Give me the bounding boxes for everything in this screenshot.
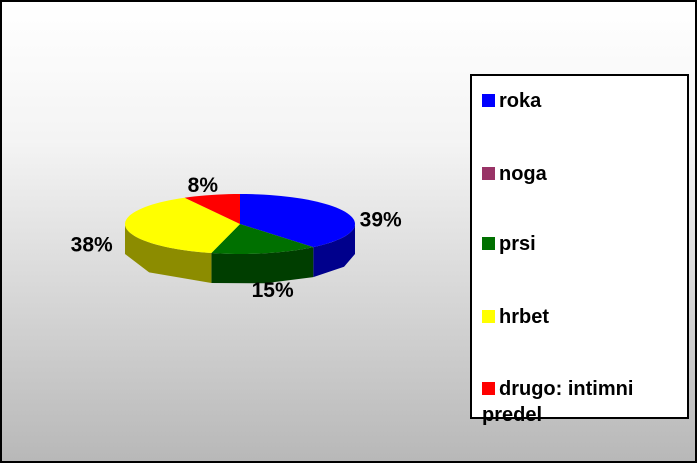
legend-swatch <box>482 94 495 107</box>
slice-side <box>125 224 212 284</box>
slice <box>125 197 240 254</box>
slice-side <box>211 247 314 284</box>
legend-entry: prsi <box>482 231 682 257</box>
data-label: 15% <box>252 279 294 302</box>
slice <box>240 194 355 248</box>
legend-entry: hrbet <box>482 304 682 330</box>
legend: roka noga prsi hrbet drugo: intimni predel <box>470 74 689 426</box>
data-label: 39% <box>360 208 402 231</box>
legend-label: prsi <box>499 233 536 255</box>
legend-swatch <box>482 167 495 180</box>
legend-swatch <box>482 382 495 395</box>
legend-label: hrbet <box>499 306 549 328</box>
legend-swatch <box>482 310 495 323</box>
data-label: 8% <box>188 174 219 197</box>
legend-entry: drugo: intimni predel <box>482 376 682 428</box>
legend-entry: roka <box>482 88 682 114</box>
legend-swatch <box>482 237 495 250</box>
slice <box>184 194 240 224</box>
data-label: 38% <box>71 233 113 256</box>
slice-side <box>313 224 355 278</box>
legend-label: noga <box>499 163 547 185</box>
legend-entry: noga <box>482 161 682 187</box>
slice <box>211 224 314 254</box>
legend-label: roka <box>499 90 542 112</box>
legend-label: drugo: intimni predel <box>482 378 634 426</box>
